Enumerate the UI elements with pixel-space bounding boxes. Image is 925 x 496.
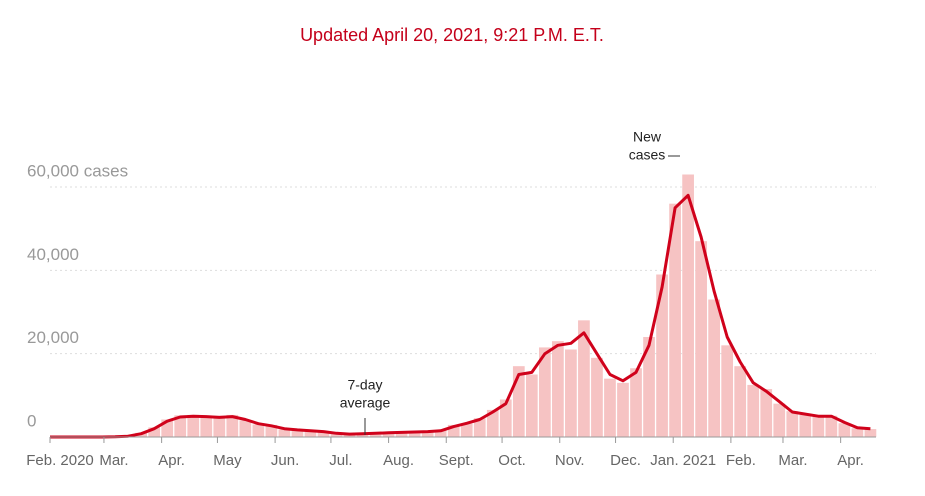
annotation: cases (629, 147, 666, 163)
x-tick-label: Nov. (555, 452, 585, 469)
bar (812, 415, 825, 437)
bar (695, 241, 707, 437)
bar (721, 345, 734, 437)
bar (604, 378, 616, 437)
bar (565, 349, 577, 437)
bar (330, 433, 343, 437)
x-tick-label: Apr. (837, 452, 864, 469)
bar (291, 429, 304, 437)
bar (434, 430, 447, 437)
bar (552, 341, 564, 437)
annotation: New (633, 129, 662, 145)
bar (187, 414, 200, 437)
bar (734, 366, 747, 437)
bar (460, 423, 473, 437)
bar (760, 389, 773, 437)
chart-title: Updated April 20, 2021, 9:21 P.M. E.T. (300, 25, 604, 45)
y-tick-label: 60,000 cases (27, 161, 128, 180)
bar (226, 414, 239, 437)
bar (786, 411, 799, 437)
bar (317, 431, 330, 437)
bar (799, 414, 812, 437)
x-tick-label: Mar. (99, 452, 128, 469)
x-tick-label: May (213, 452, 242, 469)
annotation: 7-day (347, 377, 382, 393)
bar (773, 403, 786, 437)
bar (239, 420, 252, 437)
bar (174, 415, 187, 437)
bar (578, 320, 590, 437)
bar (682, 174, 694, 437)
x-tick-label: Jul. (329, 452, 352, 469)
bar (656, 274, 668, 437)
bar (643, 337, 655, 437)
bar (473, 418, 486, 437)
x-tick-label: Sept. (439, 452, 474, 469)
bar (851, 428, 864, 437)
x-tick-label: Mar. (778, 452, 807, 469)
x-tick-label: Aug. (383, 452, 414, 469)
bar (265, 424, 278, 437)
bar (512, 366, 525, 437)
bar (747, 384, 760, 437)
x-tick-label: Jan. 2021 (650, 452, 716, 469)
bar (499, 399, 512, 437)
bar (304, 431, 317, 437)
bar (421, 431, 434, 437)
y-tick-label: 0 (27, 411, 36, 430)
x-tick-label: Apr. (158, 452, 185, 469)
bar (252, 424, 265, 437)
x-tick-label: Feb. 2020 (26, 452, 94, 469)
bar (213, 415, 226, 437)
y-tick-label: 20,000 (27, 328, 79, 347)
bar (200, 417, 213, 437)
average-line (50, 193, 871, 439)
bar (278, 429, 291, 437)
bar (708, 299, 721, 437)
bar (369, 433, 382, 437)
bar (617, 382, 629, 437)
bar (864, 429, 877, 437)
bar (408, 432, 421, 437)
bar (538, 347, 551, 437)
annotation: average (340, 395, 391, 411)
bar (825, 415, 838, 437)
x-tick-label: Jun. (271, 452, 299, 469)
x-tick-label: Oct. (498, 452, 526, 469)
bar (382, 432, 395, 437)
x-tick-label: Dec. (610, 452, 641, 469)
bar (161, 419, 174, 437)
y-tick-label: 40,000 (27, 245, 79, 264)
bar (838, 423, 851, 437)
bar (148, 427, 161, 437)
bar (447, 424, 460, 437)
bar (486, 409, 499, 437)
x-tick-label: Feb. (726, 452, 756, 469)
bar (630, 368, 642, 437)
bar (669, 203, 681, 437)
bar (591, 357, 603, 437)
bar (525, 374, 538, 437)
bar (395, 432, 408, 437)
